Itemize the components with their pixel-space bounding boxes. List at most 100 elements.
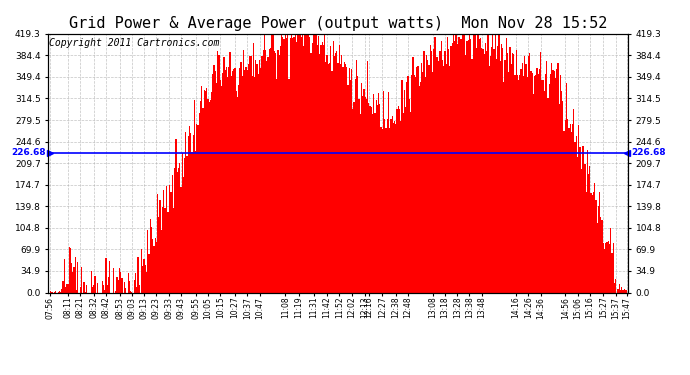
Bar — [618, 290, 619, 292]
Bar — [314, 34, 315, 292]
Bar — [144, 259, 145, 292]
Bar — [359, 114, 361, 292]
Bar — [282, 37, 284, 292]
Bar — [134, 280, 135, 292]
Bar — [582, 146, 583, 292]
Bar — [397, 106, 399, 292]
Bar — [79, 287, 81, 292]
Bar — [263, 50, 264, 292]
Bar — [442, 60, 443, 292]
Bar — [432, 72, 433, 292]
Bar — [128, 273, 129, 292]
Bar — [508, 72, 509, 292]
Bar — [142, 266, 144, 292]
Bar — [394, 121, 395, 292]
Bar — [115, 291, 117, 292]
Bar — [179, 163, 180, 292]
Bar — [76, 290, 77, 292]
Bar — [86, 285, 87, 292]
Bar — [451, 46, 452, 292]
Bar — [68, 248, 70, 292]
Bar — [458, 38, 459, 292]
Bar — [281, 35, 282, 292]
Bar — [297, 34, 298, 292]
Bar — [194, 100, 195, 292]
Bar — [157, 194, 158, 292]
Bar — [217, 51, 218, 292]
Bar — [440, 51, 441, 292]
Bar — [158, 217, 159, 292]
Bar — [191, 152, 193, 292]
Bar — [325, 62, 326, 292]
Bar — [287, 34, 288, 292]
Bar — [598, 206, 599, 292]
Bar — [340, 63, 341, 292]
Bar — [135, 273, 136, 292]
Bar — [525, 63, 526, 292]
Bar — [393, 123, 394, 292]
Bar — [66, 284, 68, 292]
Bar — [215, 71, 216, 292]
Bar — [279, 46, 281, 292]
Bar — [424, 77, 426, 292]
Bar — [184, 158, 185, 292]
Bar — [265, 50, 266, 292]
Bar — [498, 34, 500, 292]
Bar — [591, 194, 592, 292]
Bar — [503, 82, 504, 292]
Bar — [120, 272, 121, 292]
Bar — [243, 50, 244, 292]
Bar — [146, 273, 147, 292]
Bar — [520, 69, 522, 292]
Bar — [222, 73, 224, 292]
Bar — [219, 80, 221, 292]
Bar — [351, 69, 352, 292]
Bar — [567, 119, 569, 292]
Bar — [92, 287, 93, 292]
Bar — [538, 74, 539, 292]
Bar — [59, 291, 60, 292]
Bar — [81, 267, 82, 292]
Bar — [603, 243, 604, 292]
Bar — [129, 282, 130, 292]
Bar — [593, 192, 594, 292]
Bar — [148, 254, 150, 292]
Bar — [167, 211, 168, 292]
Bar — [615, 279, 616, 292]
Bar — [259, 60, 260, 292]
Bar — [571, 132, 572, 292]
Bar — [161, 230, 162, 292]
Bar — [276, 79, 277, 292]
Bar — [602, 220, 603, 292]
Bar — [504, 60, 506, 292]
Bar — [361, 83, 362, 292]
Bar — [186, 156, 188, 292]
Bar — [465, 55, 466, 292]
Bar — [200, 101, 201, 292]
Bar — [417, 66, 419, 292]
Bar — [190, 133, 191, 292]
Bar — [479, 39, 480, 292]
Bar — [211, 92, 213, 292]
Bar — [607, 242, 608, 292]
Bar — [348, 68, 350, 292]
Bar — [524, 56, 525, 292]
Bar — [518, 80, 520, 292]
Bar — [323, 45, 324, 292]
Bar — [619, 284, 620, 292]
Bar — [463, 34, 464, 292]
Bar — [150, 219, 151, 292]
Bar — [270, 48, 271, 292]
Bar — [470, 39, 471, 292]
Bar — [164, 208, 166, 292]
Bar — [357, 76, 358, 292]
Bar — [170, 192, 172, 292]
Bar — [202, 108, 204, 292]
Bar — [566, 82, 567, 292]
Bar — [189, 126, 190, 292]
Bar — [271, 34, 273, 292]
Bar — [406, 82, 408, 292]
Bar — [139, 285, 140, 292]
Bar — [341, 55, 342, 292]
Bar — [250, 56, 252, 292]
